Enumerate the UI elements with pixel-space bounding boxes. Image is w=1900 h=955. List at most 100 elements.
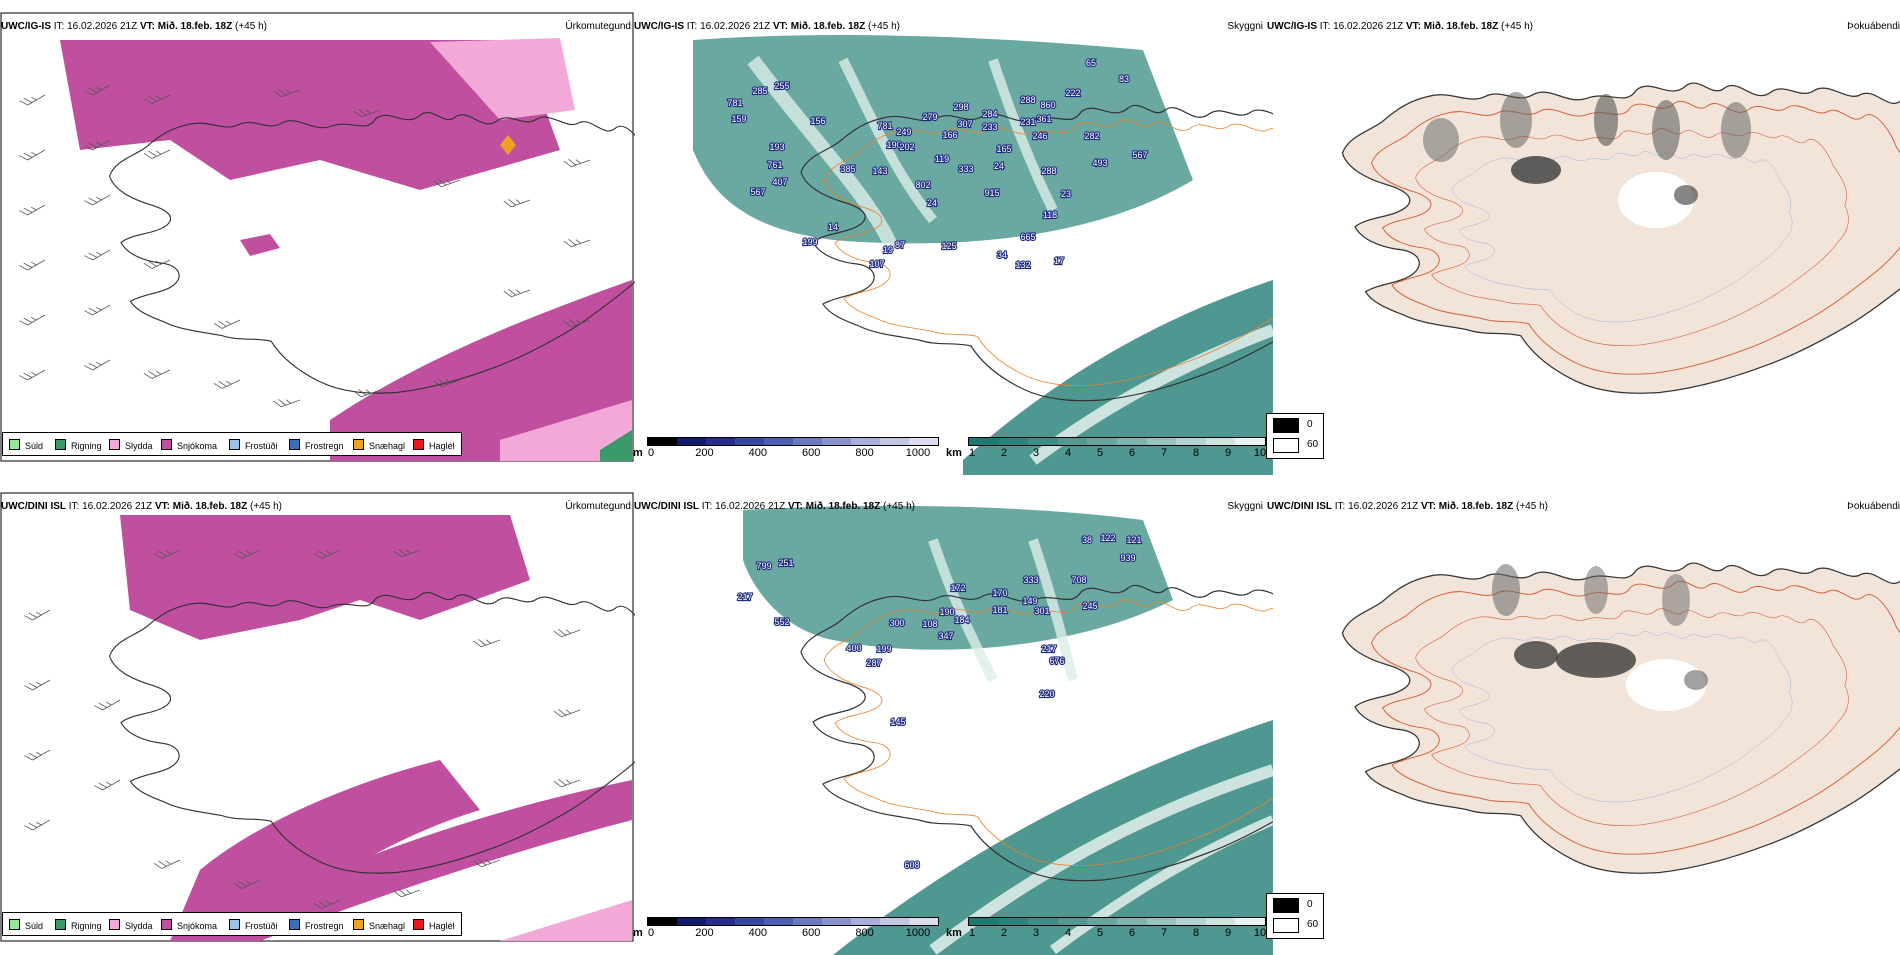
colorbar-swatch bbox=[969, 438, 999, 445]
ceiling-value-label: 38 bbox=[1082, 535, 1092, 545]
colorbar-swatch bbox=[1116, 918, 1147, 925]
ceiling-visibility-panel: 799 251 217 552 400 199 287 300 108 190 347 184 172 1… bbox=[633, 480, 1273, 955]
fog-index-map bbox=[1341, 82, 1900, 394]
colorbar-tick-label: 800 bbox=[855, 927, 874, 939]
visibility-colorbar: km 1 2 3 4 5 6 7 8 9 10 bbox=[946, 435, 1266, 467]
panel-title-fog: Þokuábendi bbox=[1847, 21, 1900, 32]
ceiling-value-label: 708 bbox=[1071, 575, 1086, 585]
precip-type-map bbox=[0, 492, 635, 942]
ceiling-value-label: 915 bbox=[984, 188, 999, 198]
ceiling-value-label: 83 bbox=[1119, 74, 1129, 84]
colorbar-swatch bbox=[793, 918, 822, 925]
panel-title-precip: Úrkomutegund bbox=[565, 21, 631, 32]
ceiling-value-label: 676 bbox=[1049, 656, 1064, 666]
cloud-base-gradient bbox=[647, 437, 939, 446]
ceiling-value-label: 107 bbox=[869, 259, 884, 269]
ceiling-value-label: 288 bbox=[1020, 95, 1035, 105]
colorbar-swatch bbox=[880, 438, 909, 445]
colorbar-tick-label: 9 bbox=[1224, 447, 1232, 459]
colorbar-swatch bbox=[648, 918, 677, 925]
colorbar-swatch bbox=[1205, 438, 1236, 445]
ceiling-value-label: 108 bbox=[922, 619, 937, 629]
colorbar-swatch bbox=[880, 918, 909, 925]
cloud-base-colorbar: m 0 200 400 600 800 1000 bbox=[633, 915, 939, 947]
legend-item: Snæhagl bbox=[353, 439, 405, 451]
visibility-unit: km bbox=[946, 447, 962, 459]
ceiling-value-label: 184 bbox=[954, 615, 969, 625]
ceiling-value-label: 172 bbox=[950, 583, 965, 593]
colorbar-swatch bbox=[1057, 438, 1088, 445]
fog-legend: 0 60 bbox=[1266, 893, 1324, 939]
ceiling-value-label: 165 bbox=[996, 144, 1011, 154]
ceiling-value-label: 287 bbox=[866, 658, 881, 668]
ceiling-value-label: 233 bbox=[982, 122, 997, 132]
ceiling-value-label: 567 bbox=[750, 187, 765, 197]
cloud-base-ticks: 0 200 400 600 800 1000 bbox=[633, 927, 938, 943]
colorbar-swatch bbox=[998, 918, 1029, 925]
panel-header: UWC/DINI ISL IT: 16.02.2026 21Z VT: Mið.… bbox=[1267, 501, 1548, 512]
ceiling-value-label: 170 bbox=[992, 588, 1007, 598]
ceiling-value-label: 333 bbox=[958, 164, 973, 174]
fog-legend-swatch bbox=[1273, 918, 1299, 933]
ceiling-value-label: 552 bbox=[774, 617, 789, 627]
forecast-row-igis: UWC/IG-IS IT: 16.02.2026 21Z VT: Mið. 18… bbox=[0, 0, 1900, 475]
colorbar-tick-label: 2 bbox=[1000, 927, 1008, 939]
colorbar-tick-label: 5 bbox=[1096, 927, 1104, 939]
legend-item: Súld bbox=[9, 919, 43, 931]
ceiling-value-label: 246 bbox=[1032, 131, 1047, 141]
colorbar-swatch bbox=[677, 918, 706, 925]
precip-type-panel: UWC/DINI ISL IT: 16.02.2026 21Z VT: Mið.… bbox=[0, 480, 635, 955]
colorbar-tick-label: 5 bbox=[1096, 447, 1104, 459]
colorbar-tick-label: 7 bbox=[1160, 447, 1168, 459]
ceiling-visibility-panel: 781 285 255 159 156 193 761 407 567 385 143 199 107 8… bbox=[633, 0, 1273, 475]
legend-item: Frostúði bbox=[229, 439, 278, 451]
ceiling-value-label: 34 bbox=[997, 250, 1007, 260]
colorbar-tick-label: 1 bbox=[968, 927, 976, 939]
fog-index-map bbox=[1341, 562, 1900, 874]
colorbar-swatch bbox=[706, 918, 735, 925]
ceiling-value-label: 608 bbox=[904, 860, 919, 870]
colorbar-tick-label: 400 bbox=[748, 927, 767, 939]
colorbar-swatch bbox=[822, 918, 851, 925]
ceiling-value-label: 14 bbox=[828, 222, 838, 232]
colorbar-swatch bbox=[706, 438, 735, 445]
panel-header: UWC/DINI ISL IT: 16.02.2026 21Z VT: Mið.… bbox=[1, 501, 282, 512]
colorbar-tick-label: 2 bbox=[1000, 447, 1008, 459]
legend-item: Haglél bbox=[413, 919, 455, 931]
ceiling-value-label: 220 bbox=[1039, 689, 1054, 699]
ceiling-label-layer: 781 285 255 159 156 193 761 407 567 385 143 199 107 8… bbox=[726, 57, 1148, 271]
panel-header: UWC/DINI ISL IT: 16.02.2026 21Z VT: Mið.… bbox=[634, 501, 915, 512]
colorbar-swatch bbox=[1235, 438, 1265, 445]
fog-legend-label: 60 bbox=[1307, 919, 1319, 930]
forecast-row-dini: UWC/DINI ISL IT: 16.02.2026 21Z VT: Mið.… bbox=[0, 480, 1900, 955]
legend-item: Frostregn bbox=[289, 919, 344, 931]
ceiling-value-label: 245 bbox=[1082, 601, 1097, 611]
panel-title-fog: Þokuábendi bbox=[1847, 501, 1900, 512]
ceiling-value-label: 119 bbox=[935, 154, 949, 164]
ceiling-value-label: 400 bbox=[846, 643, 861, 653]
panel-title-precip: Úrkomutegund bbox=[565, 501, 631, 512]
colorbar-swatch bbox=[1146, 438, 1177, 445]
colorbar-swatch bbox=[793, 438, 822, 445]
legend-item: Snæhagl bbox=[353, 919, 405, 931]
ceiling-value-label: 567 bbox=[1132, 150, 1147, 160]
fog-index-panel: UWC/DINI ISL IT: 16.02.2026 21Z VT: Mið.… bbox=[1266, 480, 1900, 955]
ceiling-value-label: 145 bbox=[890, 717, 905, 727]
ceiling-value-label: 288 bbox=[1041, 166, 1056, 176]
ceiling-value-label: 217 bbox=[1041, 644, 1056, 654]
colorbar-tick-label: 400 bbox=[748, 447, 767, 459]
colorbar-swatch bbox=[851, 438, 880, 445]
ceiling-value-label: 125 bbox=[941, 241, 956, 251]
ceiling-value-label: 799 bbox=[756, 561, 771, 571]
ceiling-value-label: 282 bbox=[1084, 131, 1099, 141]
precip-type-legend: Súld Rigning Slydda Snjókoma Frostúði Fr… bbox=[2, 912, 462, 936]
colorbar-swatch bbox=[1087, 918, 1117, 925]
visibility-gradient bbox=[968, 437, 1266, 446]
colorbar-swatch bbox=[1116, 438, 1147, 445]
colorbar-swatch bbox=[1057, 918, 1088, 925]
colorbar-swatch bbox=[909, 918, 938, 925]
colorbar-tick-label: 3 bbox=[1032, 927, 1040, 939]
ceiling-value-label: 149 bbox=[1022, 596, 1037, 606]
ceiling-value-label: 939 bbox=[1120, 553, 1135, 563]
legend-item: Slydda bbox=[109, 919, 153, 931]
